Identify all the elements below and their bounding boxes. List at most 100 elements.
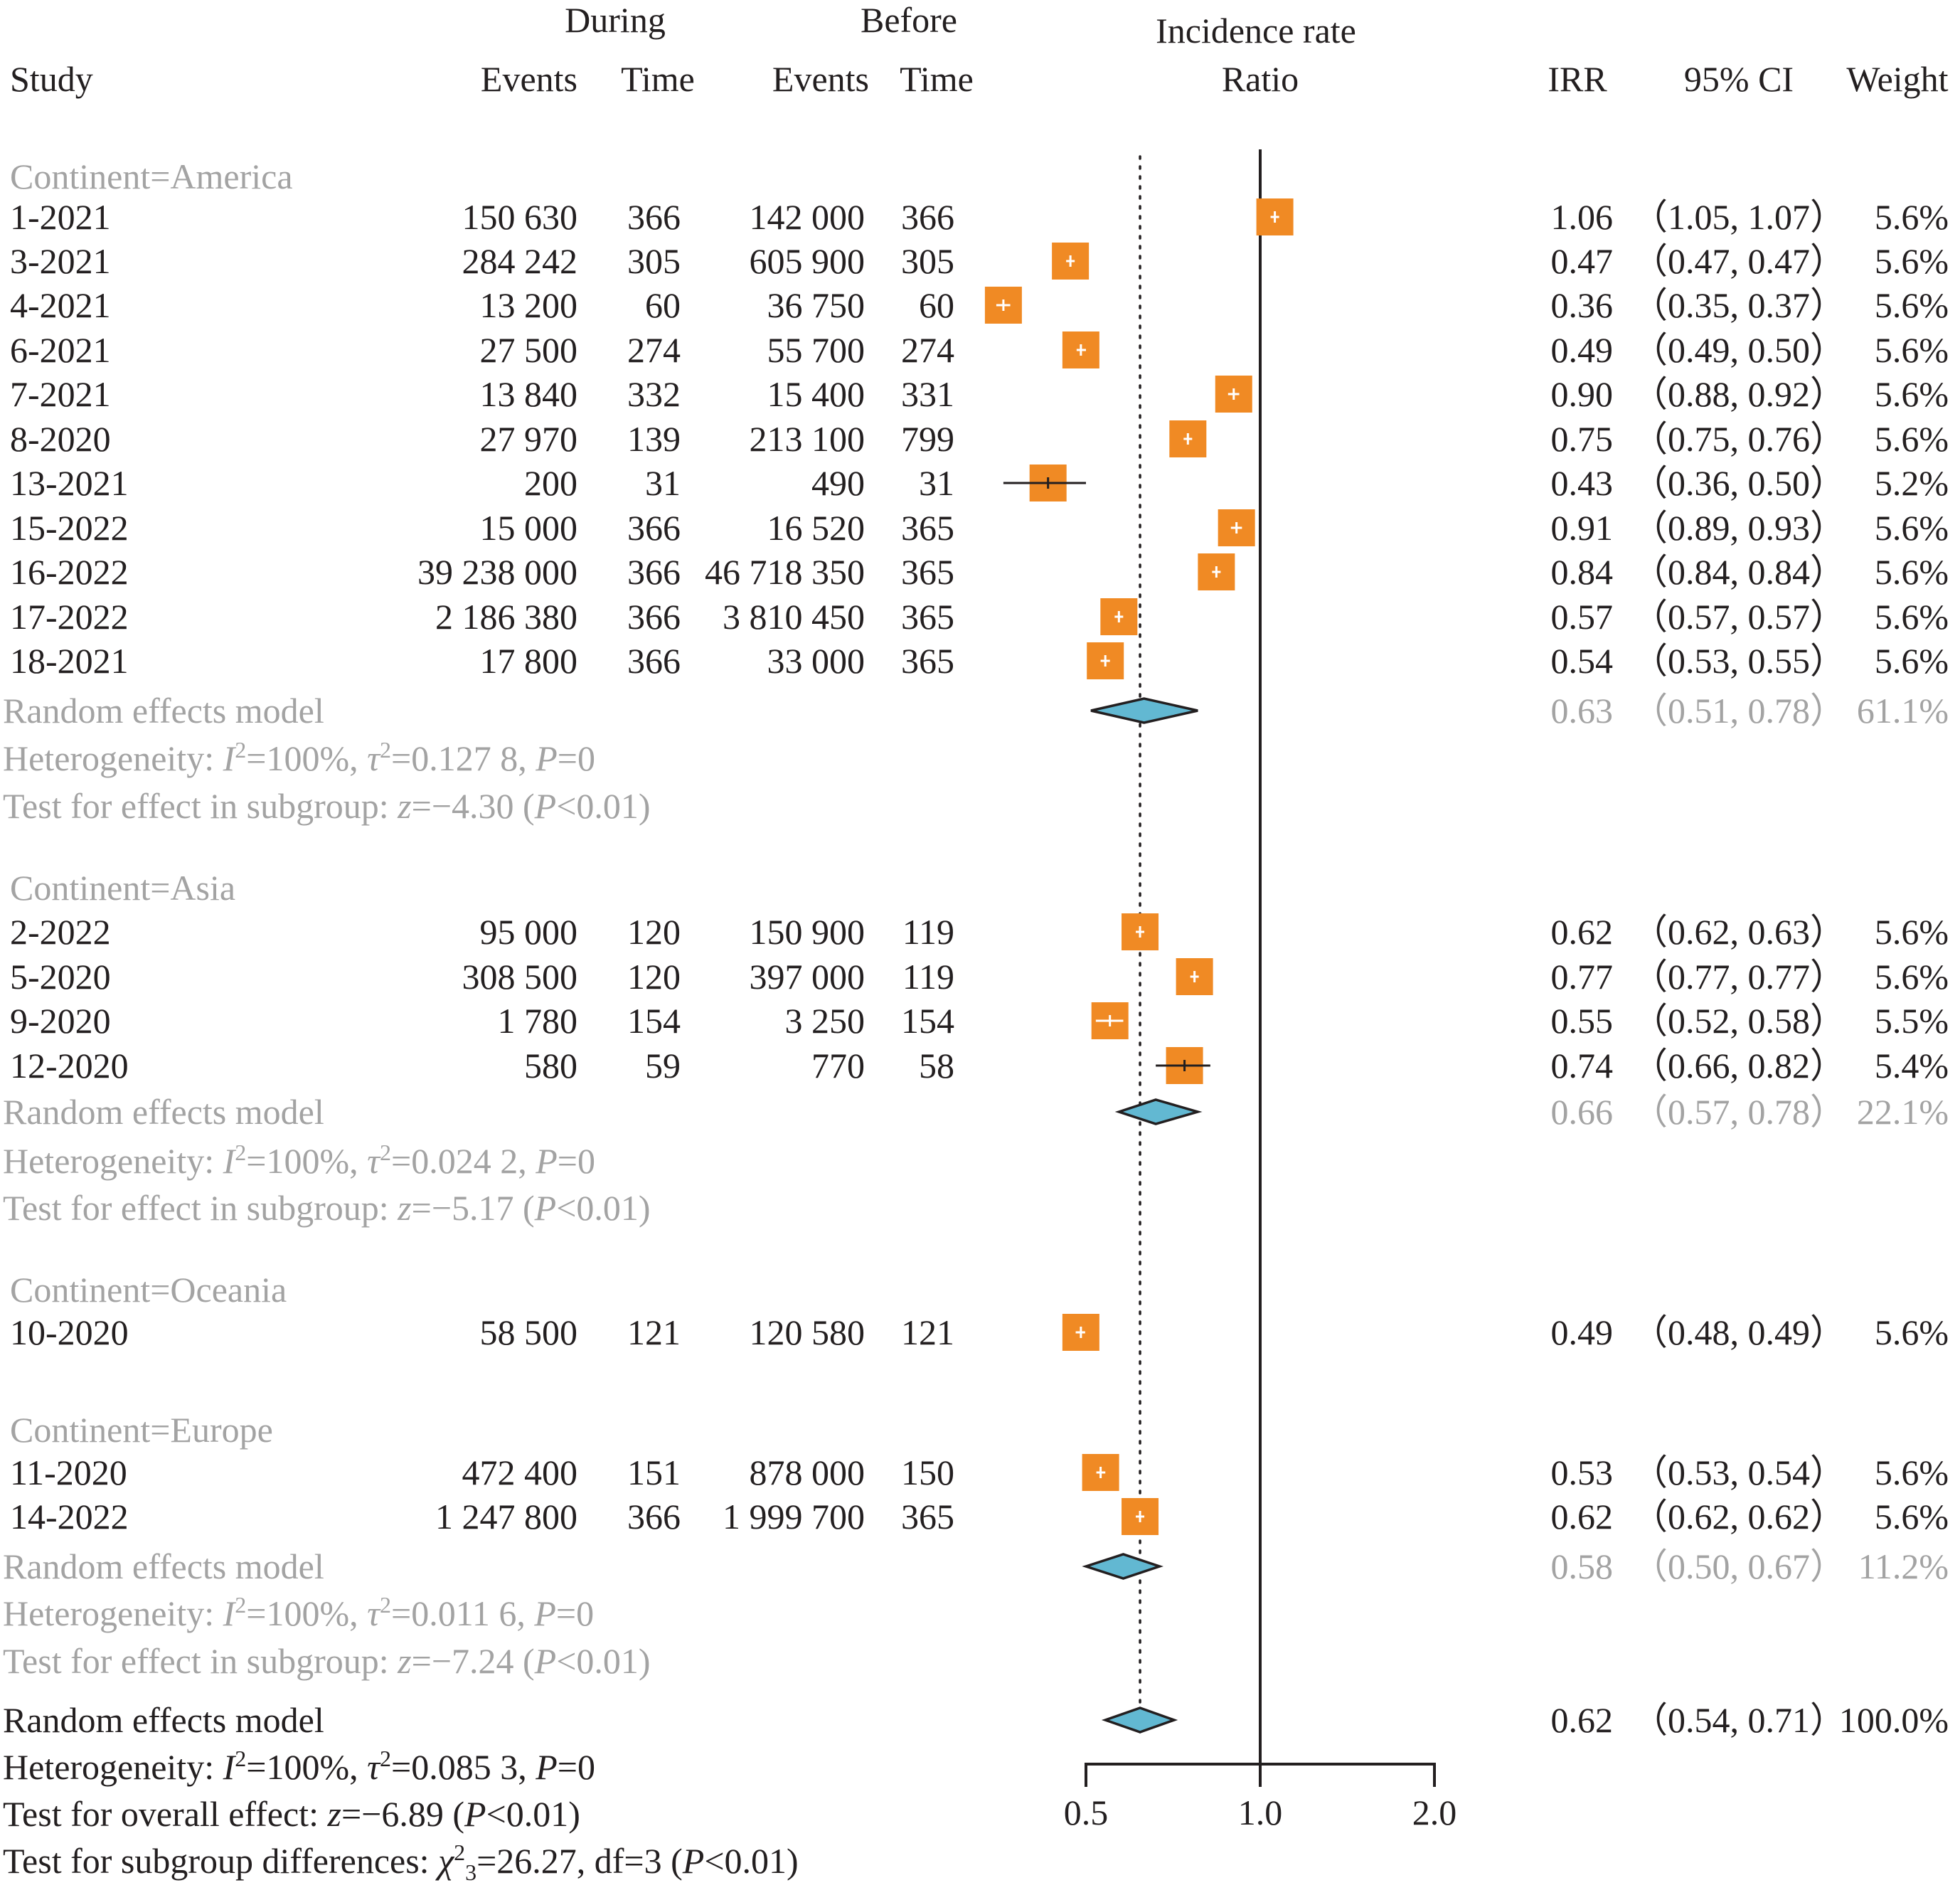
- ci-value: （0.52, 0.58）: [1632, 1001, 1846, 1041]
- time-before: 121: [901, 1312, 954, 1352]
- weight-value: 5.6%: [1875, 241, 1949, 281]
- irr-value: 0.91: [1551, 508, 1614, 548]
- ci-value: （0.49, 0.50）: [1632, 330, 1846, 370]
- weight-value: 5.6%: [1875, 597, 1949, 637]
- irr-value: 0.55: [1551, 1001, 1614, 1041]
- time-before: 331: [901, 374, 954, 414]
- weight-value: 5.6%: [1875, 1497, 1949, 1536]
- time-before: 365: [901, 1497, 954, 1536]
- ci-value: （0.35, 0.37）: [1632, 285, 1846, 325]
- time-during: 332: [627, 374, 681, 414]
- time-before: 365: [901, 641, 954, 681]
- study-label: 6-2021: [10, 330, 111, 370]
- irr-value: 0.90: [1551, 374, 1614, 414]
- irr-value: 0.47: [1551, 241, 1614, 281]
- events-before: 46 718 350: [705, 552, 865, 592]
- time-during: 139: [627, 419, 681, 459]
- ci-value: （0.57, 0.57）: [1632, 597, 1846, 637]
- weight-value: 5.2%: [1875, 463, 1949, 503]
- header-study: Study: [10, 59, 93, 99]
- subgroup-label: Continent=America: [10, 156, 293, 196]
- study-label: 7-2021: [10, 374, 111, 414]
- events-during: 2 186 380: [435, 597, 577, 637]
- events-during: 95 000: [480, 912, 578, 952]
- events-before: 15 400: [767, 374, 866, 414]
- time-during: 120: [627, 957, 681, 997]
- events-during: 17 800: [480, 641, 578, 681]
- model-weight: 22.1%: [1857, 1092, 1949, 1132]
- model-weight: 61.1%: [1857, 691, 1949, 731]
- irr-value: 0.75: [1551, 419, 1614, 459]
- weight-value: 5.6%: [1875, 1312, 1949, 1352]
- model-weight: 11.2%: [1858, 1546, 1949, 1586]
- study-label: 17-2022: [10, 597, 129, 637]
- time-before: 154: [901, 1001, 954, 1041]
- weight-value: 5.6%: [1875, 374, 1949, 414]
- ci-value: （0.77, 0.77）: [1632, 957, 1846, 997]
- weight-value: 5.6%: [1875, 552, 1949, 592]
- weight-value: 5.6%: [1875, 641, 1949, 681]
- events-before: 142 000: [750, 197, 866, 237]
- time-during: 366: [627, 508, 681, 548]
- subgroup-test: Test for effect in subgroup: z=−7.24 (P<…: [3, 1641, 651, 1681]
- irr-value: 0.36: [1551, 285, 1614, 325]
- subgroup-model-label: Random effects model: [3, 1092, 324, 1132]
- events-during: 27 500: [480, 330, 578, 370]
- overall-heterogeneity: Heterogeneity: I2=100%, τ2=0.085 3, P=0: [3, 1746, 595, 1787]
- study-label: 2-2022: [10, 912, 111, 952]
- header-ratio: Ratio: [1222, 59, 1299, 99]
- events-during: 13 840: [480, 374, 578, 414]
- events-before: 3 810 450: [723, 597, 865, 637]
- irr-value: 0.49: [1551, 1312, 1614, 1352]
- weight-value: 5.4%: [1875, 1046, 1949, 1085]
- header-events-during: Events: [481, 59, 577, 99]
- header-time-before: Time: [900, 59, 974, 99]
- weight-value: 5.6%: [1875, 508, 1949, 548]
- time-before: 799: [901, 419, 954, 459]
- irr-value: 0.49: [1551, 330, 1614, 370]
- model-weight: 100.0%: [1839, 1700, 1949, 1740]
- weight-value: 5.6%: [1875, 197, 1949, 237]
- subgroup-test: Test for effect in subgroup: z=−5.17 (P<…: [3, 1188, 651, 1228]
- ci-value: （0.89, 0.93）: [1632, 508, 1846, 548]
- irr-value: 0.54: [1551, 641, 1614, 681]
- header-ci: 95% CI: [1684, 59, 1794, 99]
- time-during: 151: [627, 1453, 681, 1492]
- events-during: 15 000: [480, 508, 578, 548]
- model-ci: （0.54, 0.71）: [1632, 1700, 1846, 1740]
- header-irr-title: Incidence rate: [1156, 11, 1356, 51]
- overall-model-label: Random effects model: [3, 1700, 324, 1740]
- time-during: 121: [627, 1312, 681, 1352]
- events-during: 472 400: [462, 1453, 578, 1492]
- ci-value: （0.66, 0.82）: [1632, 1046, 1846, 1085]
- ci-value: （0.47, 0.47）: [1632, 241, 1846, 281]
- events-before: 150 900: [750, 912, 866, 952]
- model-irr: 0.58: [1551, 1546, 1614, 1586]
- time-before: 365: [901, 552, 954, 592]
- study-label: 10-2020: [10, 1312, 129, 1352]
- x-tick-label: 2.0: [1412, 1793, 1457, 1832]
- x-tick-label: 1.0: [1238, 1793, 1283, 1832]
- events-before: 605 900: [750, 241, 866, 281]
- ci-value: （0.88, 0.92）: [1632, 374, 1846, 414]
- events-before: 1 999 700: [723, 1497, 865, 1536]
- study-label: 11-2020: [10, 1453, 127, 1492]
- events-during: 580: [524, 1046, 577, 1085]
- time-during: 60: [645, 285, 681, 325]
- study-label: 13-2021: [10, 463, 129, 503]
- events-before: 770: [811, 1046, 865, 1085]
- time-during: 366: [627, 1497, 681, 1536]
- study-label: 8-2020: [10, 419, 111, 459]
- subgroup-label: Continent=Europe: [10, 1410, 273, 1450]
- subgroup-label: Continent=Asia: [10, 868, 235, 908]
- irr-value: 0.77: [1551, 957, 1614, 997]
- weight-value: 5.6%: [1875, 912, 1949, 952]
- events-before: 36 750: [767, 285, 866, 325]
- subgroup-model-label: Random effects model: [3, 1546, 324, 1586]
- ci-value: （1.05, 1.07）: [1632, 197, 1846, 237]
- time-before: 365: [901, 508, 954, 548]
- study-label: 15-2022: [10, 508, 129, 548]
- time-before: 60: [919, 285, 954, 325]
- time-during: 366: [627, 552, 681, 592]
- header-irr: IRR: [1548, 59, 1607, 99]
